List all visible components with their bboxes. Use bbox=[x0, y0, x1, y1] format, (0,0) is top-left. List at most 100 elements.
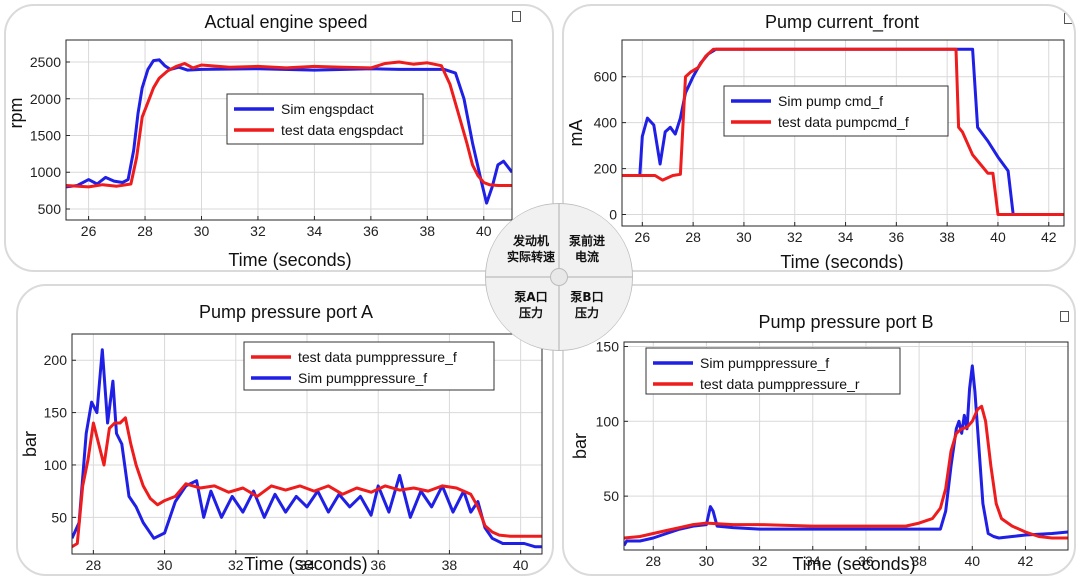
y-axis-label: bar bbox=[570, 433, 590, 459]
x-tick-label: 40 bbox=[964, 553, 980, 569]
y-tick-label: 100 bbox=[596, 413, 620, 429]
corner-window-icon bbox=[1060, 311, 1069, 322]
x-tick-label: 26 bbox=[635, 229, 651, 245]
axes-frame bbox=[623, 341, 1069, 551]
series-line-sim bbox=[66, 58, 512, 205]
y-tick-label: 200 bbox=[594, 161, 618, 177]
corner-window-icon bbox=[512, 11, 521, 22]
chart-pump-current: Pump current_front 26 28 30 32 34 36 38 40 42 0 200… bbox=[566, 12, 1065, 272]
x-tick-label: 34 bbox=[307, 223, 323, 239]
y-tick-label: 150 bbox=[596, 338, 620, 354]
x-tick-label: 38 bbox=[442, 557, 458, 573]
series-line-test bbox=[622, 47, 1064, 216]
legend-label-test: test data pumppressure_f bbox=[298, 349, 457, 365]
chart-pressure-port-a: Pump pressure port A 28 30 32 34 36 38 40 50 100 1… bbox=[20, 302, 543, 574]
x-tick-label: 36 bbox=[363, 223, 379, 239]
chart-panel-pressure-b: Pump pressure port B 28 30 32 34 36 38 40 42 50 10… bbox=[562, 284, 1076, 576]
x-tick-label: 38 bbox=[939, 229, 955, 245]
x-tick-label: 34 bbox=[805, 553, 821, 569]
hub-label-line2: 实际转速 bbox=[506, 250, 555, 264]
hub-label-line1: 泵前进 bbox=[568, 234, 605, 248]
x-tick-label: 38 bbox=[420, 223, 436, 239]
y-tick-label: 500 bbox=[38, 201, 62, 217]
x-tick-label: 32 bbox=[752, 553, 768, 569]
x-tick-label: 38 bbox=[911, 553, 927, 569]
center-hub: 发动机 实际转速 泵前进 电流 泵A口 压力 泵B口 压力 bbox=[486, 204, 632, 350]
axes-frame bbox=[621, 39, 1065, 227]
x-tick-label: 34 bbox=[299, 557, 315, 573]
y-tick-label: 1000 bbox=[30, 164, 61, 180]
y-tick-label: 0 bbox=[609, 207, 617, 223]
y-tick-label: 400 bbox=[594, 115, 618, 131]
hub-label-line2: 压力 bbox=[574, 306, 599, 320]
legend-label-sim: Sim pump cmd_f bbox=[778, 93, 883, 109]
y-tick-label: 200 bbox=[44, 352, 68, 368]
hub-label-line2: 压力 bbox=[518, 306, 543, 320]
x-axis-label: Time (seconds) bbox=[780, 252, 903, 272]
chart-panel-engine-speed: Actual engine speed 26 28 30 32 34 36 38 40 500 10… bbox=[4, 4, 554, 272]
x-tick-label: 34 bbox=[838, 229, 854, 245]
x-tick-label: 30 bbox=[699, 553, 715, 569]
y-tick-label: 150 bbox=[44, 405, 68, 421]
legend-label-test: test data pumppressure_r bbox=[700, 376, 860, 392]
series-line-test bbox=[72, 416, 542, 548]
legend-box bbox=[226, 93, 424, 145]
series-line-test bbox=[624, 404, 1068, 540]
chart-panel-pressure-a: Pump pressure port A 28 30 32 34 36 38 40 50 100 1… bbox=[16, 284, 554, 576]
series-line-sim bbox=[72, 348, 542, 549]
x-tick-label: 42 bbox=[1018, 553, 1034, 569]
hub-center-knob-icon bbox=[550, 268, 568, 286]
x-tick-label: 30 bbox=[194, 223, 210, 239]
legend-label-sim: Sim engspdact bbox=[281, 101, 374, 117]
y-axis-label: mA bbox=[566, 120, 586, 147]
hub-label-line1: 泵A口 bbox=[514, 290, 548, 304]
x-tick-label: 40 bbox=[990, 229, 1006, 245]
x-axis-label: Time (seconds) bbox=[792, 554, 915, 574]
legend-label-sim: Sim pumppressure_f bbox=[298, 370, 427, 386]
chart-title: Pump pressure port A bbox=[199, 302, 373, 322]
y-tick-label: 2000 bbox=[30, 91, 61, 107]
x-tick-label: 36 bbox=[370, 557, 386, 573]
corner-window-icon bbox=[1064, 13, 1073, 24]
axes-frame bbox=[71, 333, 543, 555]
series-line-test bbox=[66, 60, 512, 189]
x-tick-label: 40 bbox=[476, 223, 492, 239]
legend-label-test: test data engspdact bbox=[281, 122, 403, 138]
y-axis-label: bar bbox=[20, 431, 40, 457]
x-tick-label: 28 bbox=[685, 229, 701, 245]
x-axis-label: Time (seconds) bbox=[244, 554, 367, 574]
chart-panel-pump-current: Pump current_front 26 28 30 32 34 36 38 40 42 0 200… bbox=[562, 4, 1076, 272]
x-tick-label: 36 bbox=[889, 229, 905, 245]
axes-frame bbox=[65, 39, 513, 221]
hub-label-line1: 泵B口 bbox=[570, 290, 604, 304]
chart-pressure-port-b: Pump pressure port B 28 30 32 34 36 38 40 42 50 10… bbox=[570, 312, 1069, 574]
y-tick-label: 1500 bbox=[30, 128, 61, 144]
hub-label-line1: 发动机 bbox=[512, 234, 549, 248]
y-tick-label: 2500 bbox=[30, 54, 61, 70]
y-tick-label: 50 bbox=[51, 509, 67, 525]
x-tick-label: 30 bbox=[736, 229, 752, 245]
x-tick-label: 26 bbox=[81, 223, 97, 239]
legend-label-test: test data pumpcmd_f bbox=[778, 114, 909, 130]
y-tick-label: 100 bbox=[44, 457, 68, 473]
legend-box bbox=[645, 347, 901, 395]
x-tick-label: 28 bbox=[86, 557, 102, 573]
x-tick-label: 36 bbox=[858, 553, 874, 569]
x-axis-label: Time (seconds) bbox=[228, 250, 351, 270]
chart-title: Actual engine speed bbox=[204, 12, 367, 32]
x-tick-label: 40 bbox=[513, 557, 529, 573]
hub-label-line2: 电流 bbox=[574, 250, 599, 264]
x-tick-label: 42 bbox=[1041, 229, 1057, 245]
x-tick-label: 32 bbox=[228, 557, 244, 573]
x-tick-label: 32 bbox=[250, 223, 266, 239]
legend-box bbox=[723, 85, 949, 137]
x-tick-label: 30 bbox=[157, 557, 173, 573]
y-tick-label: 600 bbox=[594, 69, 618, 85]
y-axis-label: rpm bbox=[6, 98, 26, 129]
legend-label-sim: Sim pumppressure_f bbox=[700, 355, 829, 371]
x-tick-label: 28 bbox=[137, 223, 153, 239]
chart-engine-speed: Actual engine speed 26 28 30 32 34 36 38 40 500 10… bbox=[6, 12, 513, 270]
chart-title: Pump pressure port B bbox=[758, 312, 933, 332]
x-tick-label: 28 bbox=[645, 553, 661, 569]
